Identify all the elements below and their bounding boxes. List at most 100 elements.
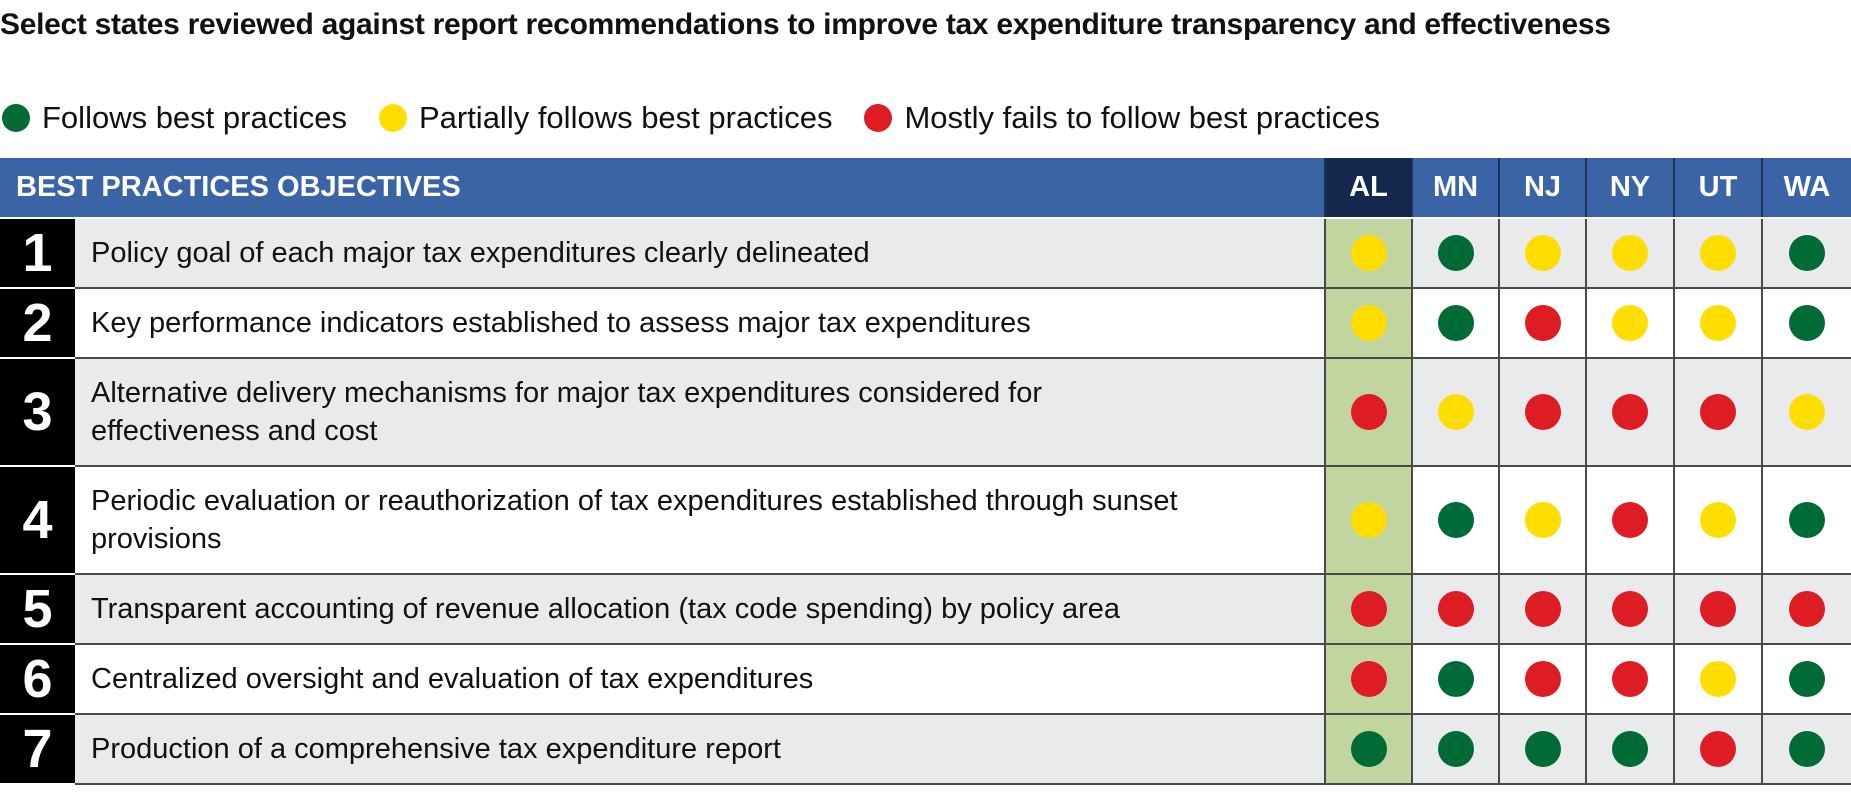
header-state-al: AL bbox=[1324, 158, 1412, 219]
rating-cell-ut bbox=[1673, 218, 1762, 289]
rating-cell-mn bbox=[1411, 288, 1499, 359]
table-row: 7 Production of a comprehensive tax expen… bbox=[0, 714, 1851, 785]
legend-dot-yellow bbox=[378, 104, 407, 132]
rating-dot-red bbox=[1700, 731, 1736, 767]
objective-text: Transparent accounting of revenue alloca… bbox=[75, 574, 1325, 645]
rating-cell-ny bbox=[1585, 288, 1674, 359]
rating-cell-nj bbox=[1498, 574, 1586, 645]
rating-dot-red bbox=[1350, 661, 1387, 697]
rating-dot-yellow bbox=[1350, 502, 1387, 538]
rating-cell-ny bbox=[1585, 644, 1674, 715]
objective-number: 7 bbox=[0, 714, 75, 785]
rating-cell-ny bbox=[1585, 358, 1674, 467]
rating-cell-wa bbox=[1761, 714, 1851, 785]
header-state-mn: MN bbox=[1411, 158, 1499, 219]
chart-title: Select states reviewed against report re… bbox=[0, 8, 1611, 41]
rating-dot-green bbox=[1789, 731, 1825, 767]
rating-dot-green bbox=[1612, 731, 1648, 767]
rating-dot-red bbox=[1700, 394, 1736, 430]
rating-dot-red bbox=[1700, 591, 1736, 627]
header-state-ut: UT bbox=[1673, 158, 1762, 219]
rating-cell-ut bbox=[1673, 466, 1762, 575]
rating-cell-nj bbox=[1498, 358, 1586, 467]
table-row: 6 Centralized oversight and evaluation of… bbox=[0, 644, 1851, 715]
legend-label-red: Mostly fails to follow best practices bbox=[904, 100, 1380, 135]
rating-dot-red bbox=[1437, 591, 1474, 627]
table-row: 4 Periodic evaluation or reauthorization … bbox=[0, 466, 1851, 575]
rating-dot-green bbox=[1437, 731, 1474, 767]
rating-dot-yellow bbox=[1789, 394, 1825, 430]
rating-dot-red bbox=[1350, 394, 1387, 430]
table-body: 1 Policy goal of each major tax expenditu… bbox=[0, 218, 1851, 785]
rating-cell-wa bbox=[1761, 218, 1851, 289]
objective-number: 3 bbox=[0, 358, 75, 467]
rating-cell-ut bbox=[1673, 644, 1762, 715]
rating-cell-ut bbox=[1673, 358, 1762, 467]
rating-cell-mn bbox=[1411, 644, 1499, 715]
objective-number: 5 bbox=[0, 574, 75, 645]
rating-cell-ut bbox=[1673, 288, 1762, 359]
rating-dot-yellow bbox=[1612, 235, 1648, 271]
table-row: 3 Alternative delivery mechanisms for maj… bbox=[0, 358, 1851, 467]
rating-cell-wa bbox=[1761, 466, 1851, 575]
rating-cell-mn bbox=[1411, 574, 1499, 645]
table-row: 1 Policy goal of each major tax expenditu… bbox=[0, 218, 1851, 289]
legend-item-yellow: Partially follows best practices bbox=[378, 100, 833, 136]
objective-number: 1 bbox=[0, 218, 75, 289]
table-row: 5 Transparent accounting of revenue alloc… bbox=[0, 574, 1851, 645]
rating-dot-yellow bbox=[1524, 502, 1561, 538]
legend-item-green: Follows best practices bbox=[2, 100, 347, 136]
rating-dot-yellow bbox=[1700, 502, 1736, 538]
rating-dot-yellow bbox=[1350, 305, 1387, 341]
header-objectives: BEST PRACTICES OBJECTIVES bbox=[0, 158, 1325, 219]
objective-text: Periodic evaluation or reauthorization o… bbox=[75, 466, 1325, 575]
rating-cell-al bbox=[1324, 288, 1412, 359]
rating-dot-green bbox=[1437, 661, 1474, 697]
legend-item-red: Mostly fails to follow best practices bbox=[864, 100, 1380, 136]
rating-dot-red bbox=[1612, 591, 1648, 627]
legend: Follows best practices Partially follows … bbox=[2, 98, 1412, 138]
rating-cell-nj bbox=[1498, 288, 1586, 359]
rating-dot-red bbox=[1524, 305, 1561, 341]
rating-dot-green bbox=[1524, 731, 1561, 767]
rating-dot-green bbox=[1789, 502, 1825, 538]
table-row: 2 Key performance indicators established … bbox=[0, 288, 1851, 359]
rating-cell-al bbox=[1324, 574, 1412, 645]
legend-label-yellow: Partially follows best practices bbox=[418, 100, 833, 135]
objective-text: Alternative delivery mechanisms for majo… bbox=[75, 358, 1325, 467]
rating-dot-red bbox=[1612, 394, 1648, 430]
rating-dot-green bbox=[1437, 305, 1474, 341]
header-state-ny: NY bbox=[1585, 158, 1674, 219]
header-state-nj: NJ bbox=[1498, 158, 1586, 219]
rating-dot-red bbox=[1350, 591, 1387, 627]
objective-text: Policy goal of each major tax expenditur… bbox=[75, 218, 1325, 289]
legend-dot-red bbox=[864, 104, 893, 132]
objective-text: Production of a comprehensive tax expend… bbox=[75, 714, 1325, 785]
rating-dot-red bbox=[1612, 661, 1648, 697]
rating-cell-mn bbox=[1411, 466, 1499, 575]
rating-cell-al bbox=[1324, 466, 1412, 575]
rating-dot-green bbox=[1437, 502, 1474, 538]
rating-dot-red bbox=[1524, 394, 1561, 430]
rating-cell-wa bbox=[1761, 574, 1851, 645]
rating-cell-ut bbox=[1673, 574, 1762, 645]
header-state-wa: WA bbox=[1761, 158, 1851, 219]
rating-dot-green bbox=[1350, 731, 1387, 767]
rating-cell-wa bbox=[1761, 358, 1851, 467]
rating-cell-ny bbox=[1585, 466, 1674, 575]
best-practices-table: BEST PRACTICES OBJECTIVES AL MN NJ NY UT WA 1… bbox=[0, 158, 1851, 785]
rating-cell-al bbox=[1324, 714, 1412, 785]
rating-dot-yellow bbox=[1350, 235, 1387, 271]
rating-dot-red bbox=[1524, 661, 1561, 697]
rating-cell-al bbox=[1324, 644, 1412, 715]
objective-text: Centralized oversight and evaluation of … bbox=[75, 644, 1325, 715]
rating-cell-al bbox=[1324, 358, 1412, 467]
rating-cell-ny bbox=[1585, 714, 1674, 785]
objective-number: 6 bbox=[0, 644, 75, 715]
rating-dot-red bbox=[1789, 591, 1825, 627]
rating-dot-yellow bbox=[1700, 235, 1736, 271]
rating-dot-yellow bbox=[1524, 235, 1561, 271]
rating-cell-nj bbox=[1498, 466, 1586, 575]
rating-cell-mn bbox=[1411, 358, 1499, 467]
rating-dot-yellow bbox=[1700, 661, 1736, 697]
